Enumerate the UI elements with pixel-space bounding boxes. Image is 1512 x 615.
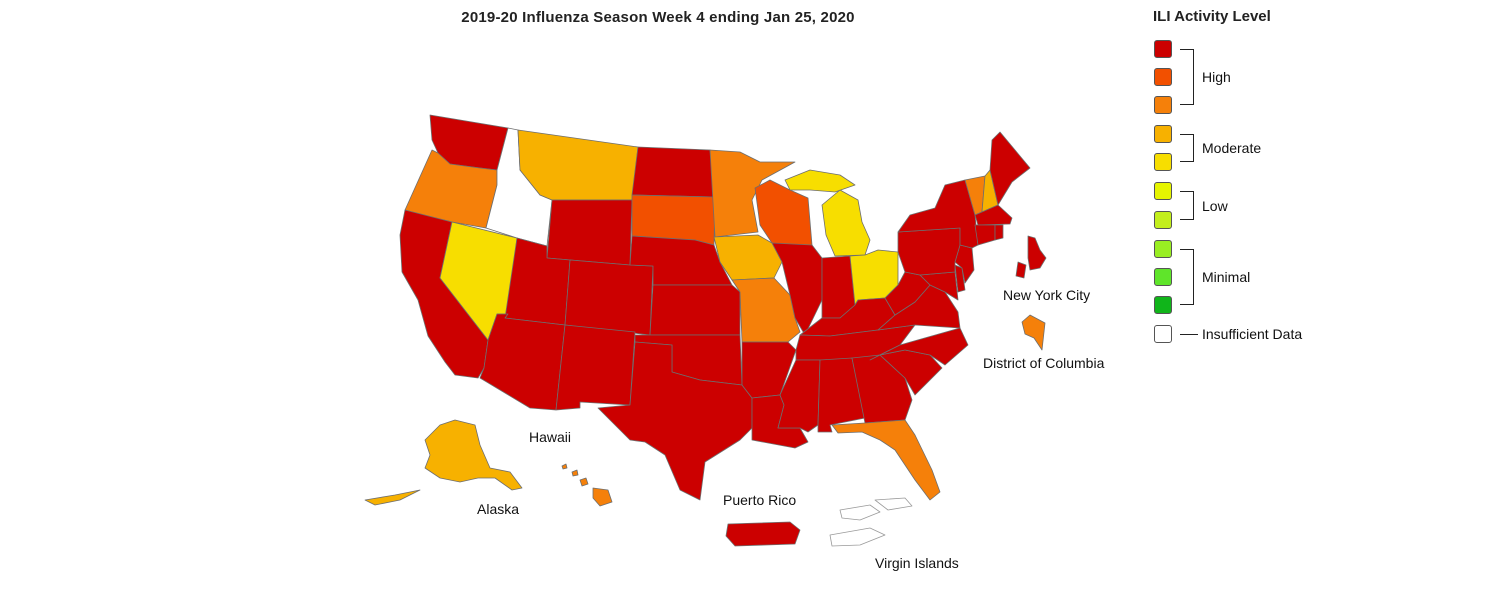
inset-hawaii[interactable] [561,463,613,507]
state-arizona[interactable] [479,313,566,411]
label-virgin-islands: Virgin Islands [875,555,959,571]
legend-bracket-moderate [1180,134,1194,162]
legend-label-low: Low [1202,198,1228,214]
state-iowa[interactable] [713,234,783,281]
state-colorado[interactable] [564,259,654,336]
state-montana[interactable] [517,129,639,201]
state-connecticut[interactable] [974,224,996,246]
legend-label-minimal: Minimal [1202,269,1251,285]
legend-label-moderate: Moderate [1202,140,1262,156]
legend-swatch-minimal-1 [1154,296,1172,314]
legend-swatch-minimal-2 [1154,268,1172,286]
legend-swatch-high-1 [1154,96,1172,114]
state-massachusetts[interactable] [974,204,1013,226]
legend-bracket-low [1180,191,1194,220]
inset-district-of-columbia[interactable] [1021,314,1046,351]
state-new-mexico[interactable] [555,324,636,411]
state-michigan[interactable] [784,169,871,257]
state-texas[interactable] [597,341,753,501]
legend-label-high: High [1202,69,1231,85]
legend-swatch-insufficient [1154,325,1172,343]
legend-title: ILI Activity Level [1153,8,1271,25]
state-north-carolina[interactable] [869,327,969,366]
legend-swatch-high-3 [1154,40,1172,58]
inset-alaska[interactable] [364,419,523,506]
state-florida[interactable] [831,419,941,501]
label-district-of-columbia: District of Columbia [983,355,1105,371]
legend-swatch-moderate-1 [1154,153,1172,171]
state-north-dakota[interactable] [631,146,716,198]
state-maine[interactable] [989,131,1031,206]
legend-label-insufficient: Insufficient Data [1202,326,1303,342]
state-missouri[interactable] [731,277,801,343]
state-rhode-island[interactable] [994,224,1004,241]
legend-swatch-minimal-3 [1154,240,1172,258]
legend-swatch-low-1 [1154,211,1172,229]
inset-virgin-islands[interactable] [829,497,913,547]
us-ili-map: New York City District of Columbia Hawai… [364,114,1105,571]
inset-new-york-city[interactable] [1015,235,1047,279]
label-new-york-city: New York City [1003,287,1090,303]
state-minnesota[interactable] [709,149,796,238]
state-wyoming[interactable] [546,199,633,266]
legend-swatch-low-2 [1154,182,1172,200]
state-pennsylvania[interactable] [897,227,961,276]
legend-dash-insufficient [1180,334,1198,335]
legend-bracket-high [1180,49,1194,105]
label-alaska: Alaska [477,501,519,517]
legend: ILI Activity Level High Moderate Low Min… [1150,8,1450,343]
map-title: 2019-20 Influenza Season Week 4 ending J… [461,9,855,26]
legend-swatch-moderate-2 [1154,125,1172,143]
label-puerto-rico: Puerto Rico [723,492,796,508]
label-hawaii: Hawaii [529,429,571,445]
legend-swatch-high-2 [1154,68,1172,86]
legend-bracket-minimal [1180,249,1194,305]
inset-puerto-rico[interactable] [725,521,801,547]
state-kansas[interactable] [649,284,741,336]
state-indiana[interactable] [821,255,856,319]
